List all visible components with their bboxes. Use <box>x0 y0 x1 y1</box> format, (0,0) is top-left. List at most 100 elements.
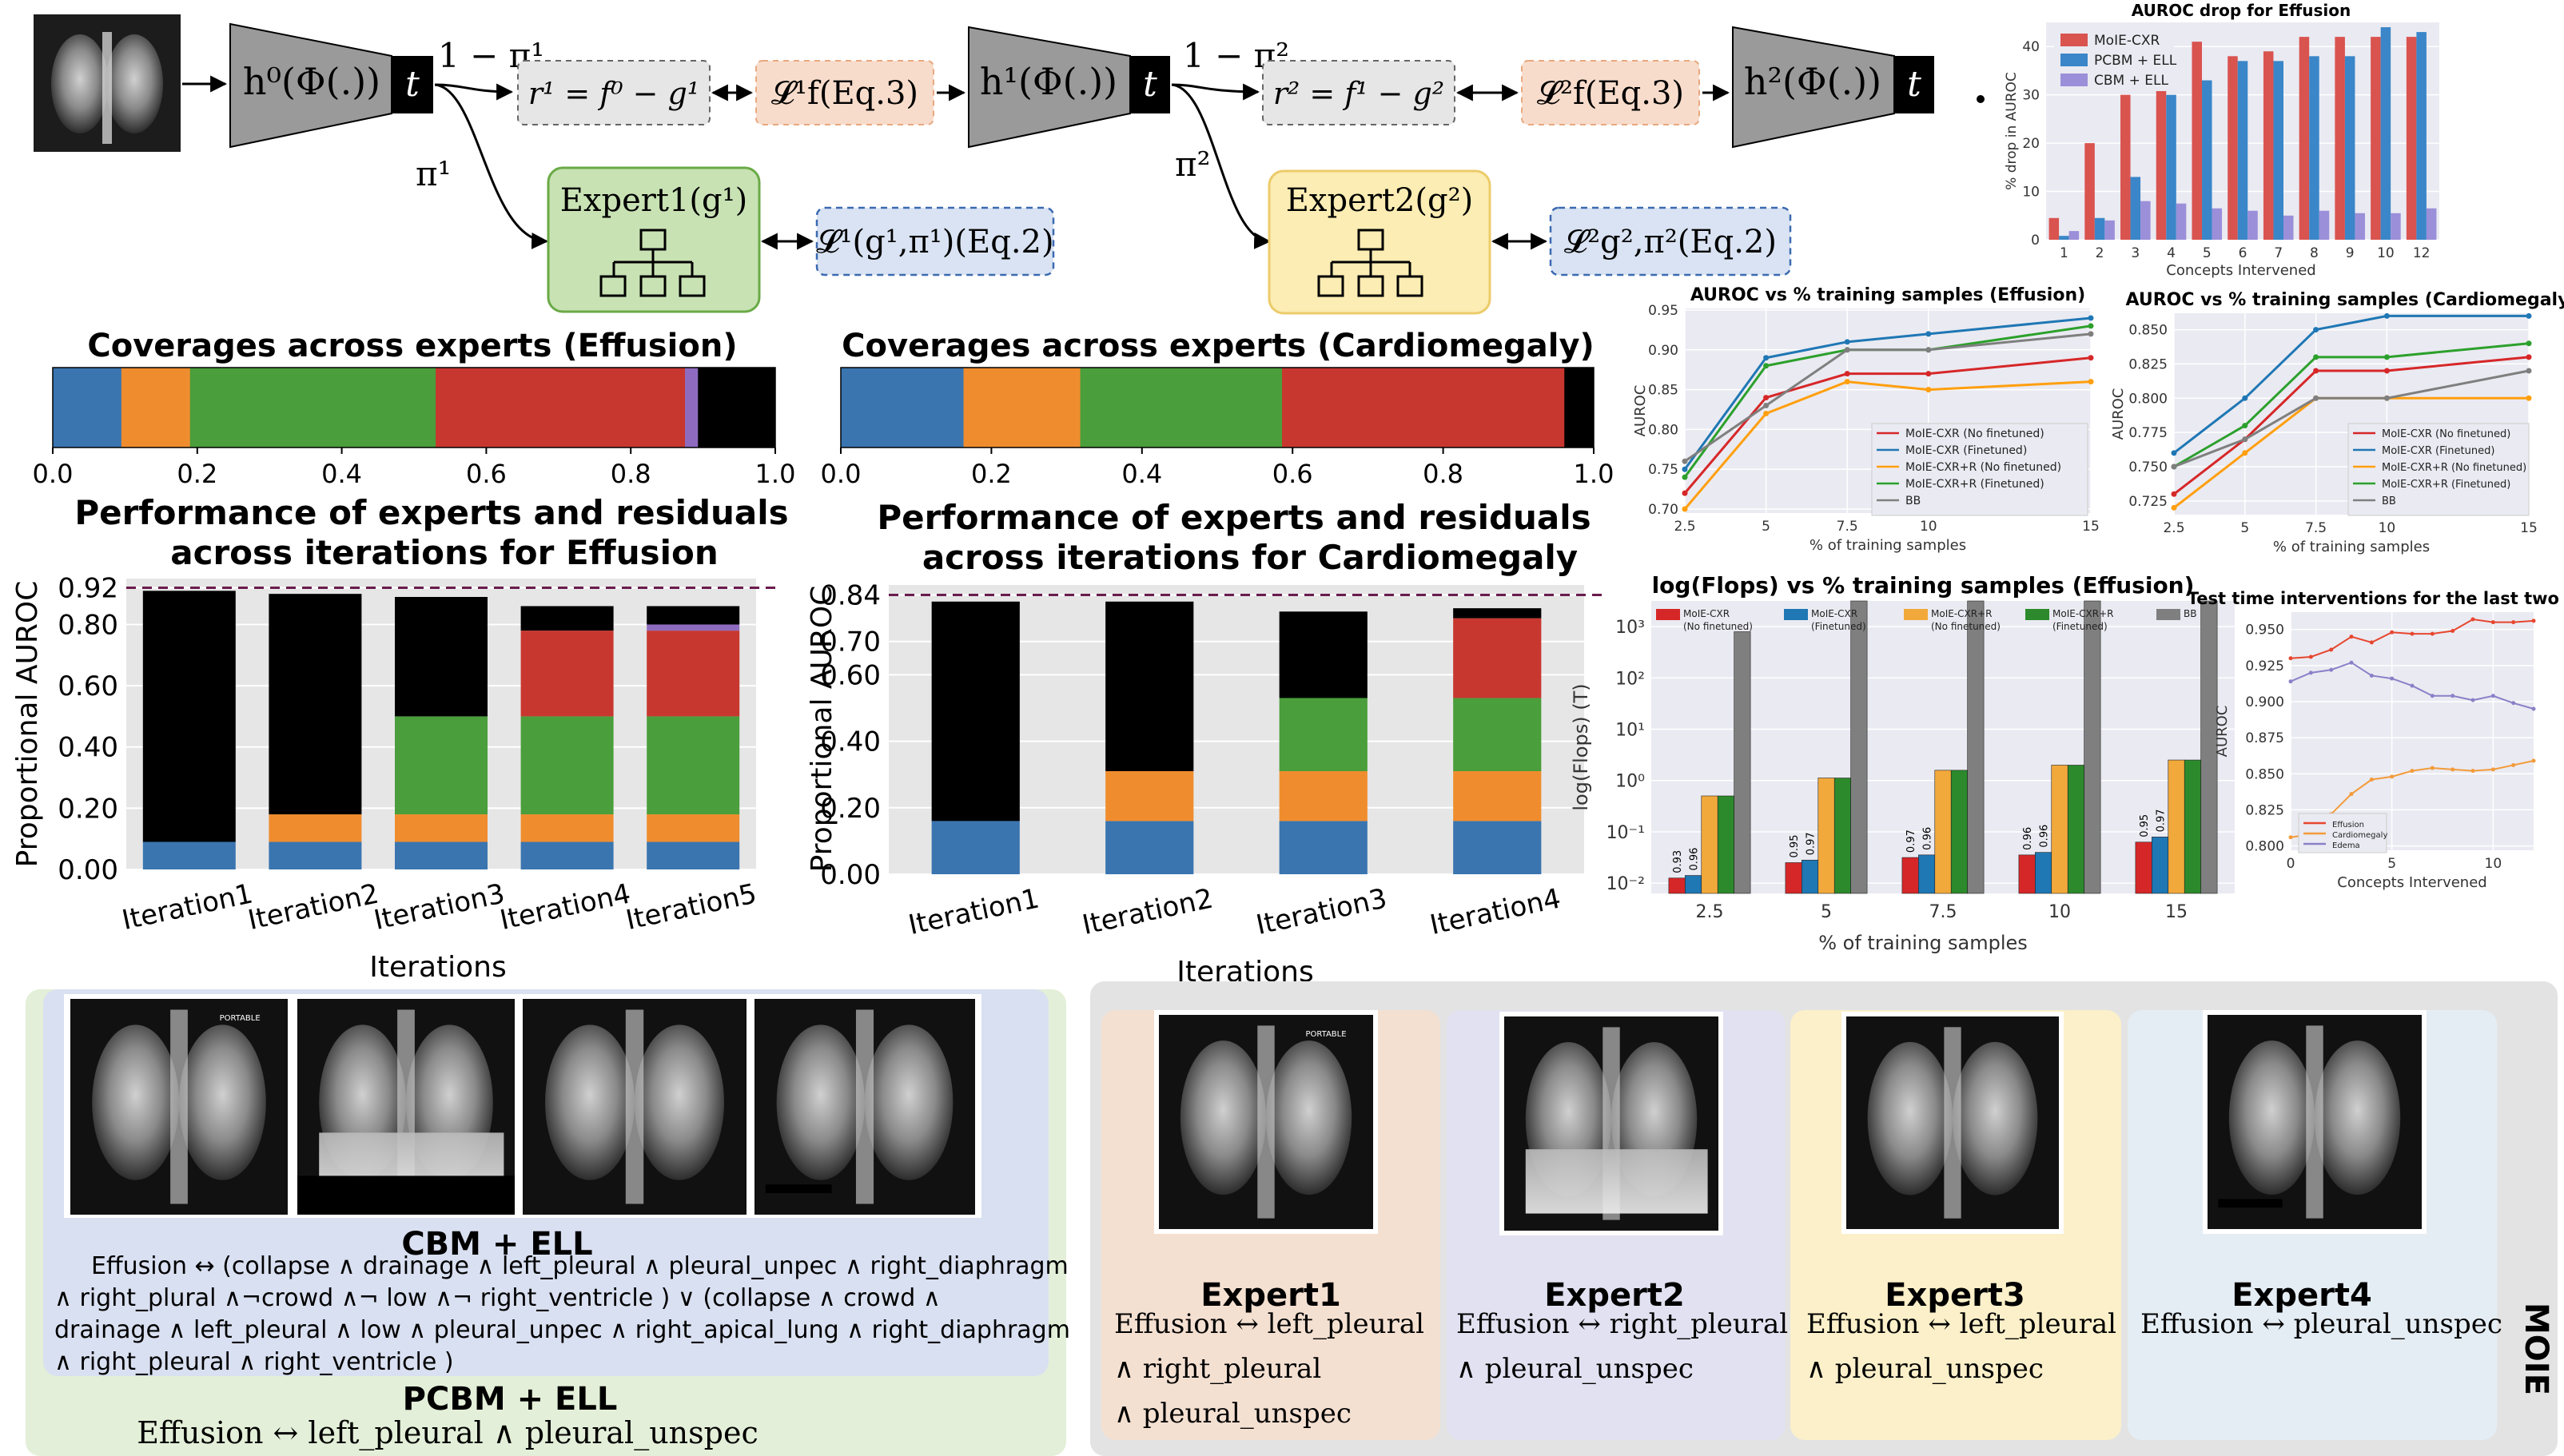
data-point <box>2531 619 2536 623</box>
pipeline-diagram: h⁰(Φ(.)) t h¹(Φ(.)) t h²(Φ(.)) t 1 − π¹ … <box>34 14 1985 315</box>
bar <box>2018 854 2036 894</box>
bar <box>1918 854 1936 894</box>
stage-2: h²(Φ(.)) t <box>1732 26 1934 149</box>
coverage-tick-label: 1.0 <box>1574 459 1614 489</box>
bar-segment <box>1453 698 1542 772</box>
bar-value-label: 0.96 <box>1689 848 1701 871</box>
bar <box>2263 51 2274 241</box>
xray-left-lung <box>1180 1040 1266 1195</box>
data-point <box>2490 620 2495 625</box>
x-axis-label: Concepts Intervened <box>2337 874 2486 891</box>
y-axis-label: % drop in AUROC <box>2004 72 2020 190</box>
y-tick-label: 10 <box>2022 185 2040 201</box>
coverage-tick-label: 0.0 <box>33 459 74 489</box>
coverage-tick-label: 0.6 <box>466 459 507 489</box>
cbm-rule-line-2: ∧ right_plural ∧¬crowd ∧¬ low ∧¬ right_v… <box>54 1284 941 1312</box>
bar-segment <box>395 596 488 717</box>
chart-title: Test time interventions for the last two… <box>2188 589 2564 608</box>
xray-image: PORTABLE <box>1159 1015 1373 1229</box>
data-point <box>1763 410 1770 416</box>
y-tick-label: 0.825 <box>2245 802 2284 818</box>
x-tick-label: 1 <box>2060 245 2068 261</box>
data-point <box>2288 679 2293 684</box>
xray-spine <box>2306 1025 2323 1219</box>
x-tick-label: 7 <box>2274 245 2283 261</box>
x-tick-label: Iteration1 <box>906 882 1042 941</box>
bar <box>1934 770 1952 894</box>
moie-label: MOIE <box>2518 1303 2554 1395</box>
bar <box>2184 759 2201 894</box>
bar-segment <box>142 841 236 869</box>
y-tick-label: 0.20 <box>58 793 118 825</box>
x-tick-label: Iteration5 <box>623 877 760 937</box>
chart-title: AUROC vs % training samples (Cardiomegal… <box>2126 290 2564 310</box>
data-point <box>2430 694 2435 698</box>
coverage-title: Coverages across experts (Effusion) <box>87 328 737 364</box>
coverage-segment <box>189 368 436 448</box>
pi-2: π² <box>1175 145 1210 184</box>
cbm-xray-images: PORTABLE <box>64 994 981 1218</box>
xray-right-lung <box>1953 1041 2038 1195</box>
data-point <box>2410 631 2415 636</box>
bar-segment <box>1279 611 1368 698</box>
data-point <box>2308 654 2313 659</box>
y-tick-label: 10³ <box>1615 618 1645 638</box>
legend-label: PCBM + ELL <box>2094 53 2177 69</box>
chart-title-line-1: Performance of experts and residuals <box>877 498 1591 537</box>
bar <box>2416 32 2427 240</box>
expert-rule-line: Effusion ↔ right_pleural <box>1456 1308 1788 1340</box>
bar <box>2406 37 2417 241</box>
data-point <box>2088 323 2094 329</box>
bar-segment <box>520 841 614 869</box>
y-tick-label: 0.60 <box>820 659 881 691</box>
data-point <box>2313 368 2319 374</box>
data-point <box>2526 368 2532 374</box>
data-point <box>2526 354 2532 360</box>
loss-f-2: 𝓛²f(Eq.3) <box>1537 75 1684 112</box>
bar <box>1701 795 1718 894</box>
bar <box>2371 37 2381 241</box>
legend-label-sub: (No finetuned) <box>1683 621 1753 632</box>
stage-1-t: t <box>1143 64 1157 105</box>
data-point <box>1763 355 1770 361</box>
x-tick-label: 10 <box>2379 520 2396 536</box>
coverage-title: Coverages across experts (Cardiomegaly) <box>842 328 1595 364</box>
chart-title: AUROC drop for Effusion <box>2132 1 2351 20</box>
data-point <box>2171 504 2177 511</box>
legend-swatch <box>2025 609 2049 620</box>
x-axis-label: % of training samples <box>2273 539 2430 555</box>
bar <box>2309 56 2319 240</box>
bar <box>1817 778 1835 894</box>
bar <box>2344 56 2355 240</box>
legend-label: Effusion <box>2332 821 2364 829</box>
coverage-segment <box>1080 368 1283 448</box>
expert-2-label: Expert2(g²) <box>1286 182 1474 219</box>
bar <box>2051 765 2068 894</box>
xray-image <box>754 999 975 1215</box>
data-point <box>1763 395 1770 401</box>
xray-image <box>523 999 747 1215</box>
bar-segment <box>1453 771 1542 821</box>
data-point <box>2511 701 2516 706</box>
chart-title: log(Flops) vs % training samples (Effusi… <box>1652 572 2195 599</box>
data-point <box>2088 315 2094 321</box>
legend-label: Edema <box>2332 841 2360 850</box>
data-point <box>2531 706 2536 711</box>
expert-title: Expert3 <box>1885 1277 2025 1314</box>
y-tick-label: 0.85 <box>1648 383 1678 399</box>
cbm-rule-line-4: ∧ right_pleural ∧ right_ventricle ) <box>54 1348 454 1376</box>
pcbm-rule: Effusion ↔ left_pleural ∧ pleural_unspec <box>137 1415 758 1451</box>
stage-2-t: t <box>1907 64 1921 105</box>
bar <box>2319 210 2330 240</box>
data-point <box>1682 458 1688 464</box>
data-point <box>2390 676 2395 681</box>
bar <box>2192 42 2203 240</box>
cbm-rule-line-1: Effusion ↔ (collapse ∧ drainage ∧ left_p… <box>91 1252 1069 1280</box>
bar <box>2104 220 2115 240</box>
legend-label: MoIE-CXR <box>2094 33 2160 49</box>
xray-tag: PORTABLE <box>220 1014 261 1023</box>
bar <box>2168 759 2185 894</box>
coverage-frame <box>840 367 1595 448</box>
chart-auroc-cardiomegaly: AUROC vs % training samples (Cardiomegal… <box>2110 290 2564 555</box>
